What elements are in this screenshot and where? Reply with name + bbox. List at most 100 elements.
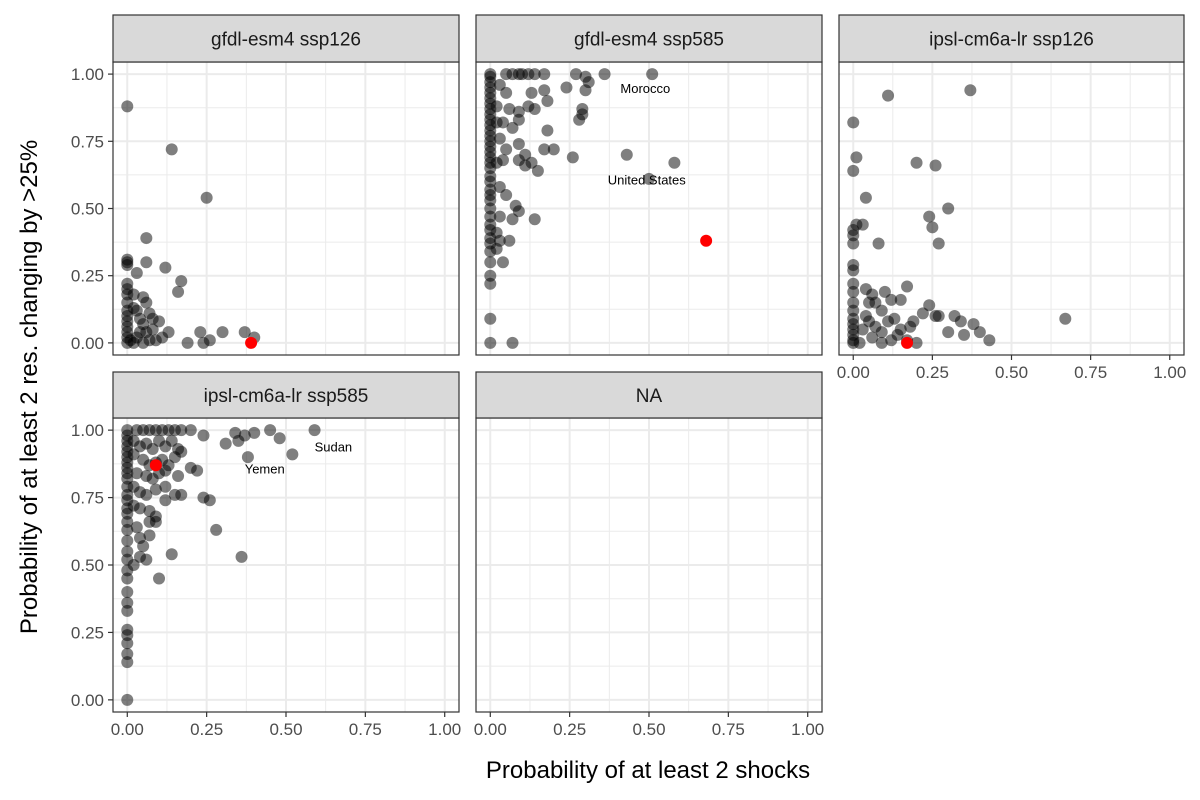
x-tick-label: 0.50 [995, 363, 1028, 382]
highlight-point [245, 336, 258, 349]
panel-1-strip-label: gfdl-esm4 ssp126 [211, 30, 361, 51]
point-label-united-states: United States [608, 172, 687, 187]
data-point [958, 328, 971, 341]
data-point [875, 336, 888, 349]
data-point [194, 326, 207, 339]
data-point [153, 572, 166, 585]
data-point [159, 261, 172, 274]
data-point [216, 326, 229, 339]
data-point [500, 143, 513, 156]
data-point [942, 326, 955, 339]
data-point [528, 213, 541, 226]
data-point [121, 534, 134, 547]
data-point [121, 572, 134, 585]
data-point [878, 285, 891, 298]
data-point [901, 280, 914, 293]
x-tick-label: 0.75 [712, 720, 745, 739]
data-point [541, 124, 554, 137]
data-point [942, 202, 955, 215]
data-point [907, 315, 920, 328]
data-point [579, 84, 592, 97]
panel-4-strip [112, 371, 460, 419]
data-point [560, 81, 573, 94]
data-point [127, 288, 140, 301]
panel-2-strip [475, 14, 823, 63]
data-point [569, 68, 582, 81]
data-point [512, 137, 525, 150]
data-point [500, 86, 513, 99]
x-tick-label: 1.00 [1153, 363, 1186, 382]
x-tick-label: 0.25 [190, 720, 223, 739]
panel-5-strip [475, 371, 823, 419]
data-point [973, 326, 986, 339]
data-point [506, 121, 519, 134]
data-point [140, 488, 153, 501]
x-tick-label: 0.00 [474, 720, 507, 739]
data-point [235, 550, 248, 563]
data-point [203, 334, 216, 347]
data-point [172, 285, 185, 298]
data-point [547, 143, 560, 156]
y-tick-label: 0.25 [71, 267, 104, 286]
data-point [140, 296, 153, 309]
y-tick-label: 0.00 [71, 691, 104, 710]
data-point [140, 256, 153, 269]
y-axis-title: Probability of at least 2 res. changing … [16, 140, 43, 634]
data-point [538, 68, 551, 81]
data-point [264, 424, 277, 437]
data-point [875, 304, 888, 317]
data-point [165, 143, 178, 156]
y-tick-label: 1.00 [71, 421, 104, 440]
data-point [910, 156, 923, 169]
data-point [888, 312, 901, 325]
x-tick-label: 1.00 [428, 720, 461, 739]
data-point [503, 103, 516, 116]
data-point [525, 86, 538, 99]
data-point [875, 326, 888, 339]
x-tick-label: 0.75 [349, 720, 382, 739]
data-point [493, 210, 506, 223]
panel-5-strip-label: NA [636, 386, 663, 407]
data-point [525, 156, 538, 169]
data-point [869, 296, 882, 309]
data-point [496, 116, 509, 129]
y-tick-label: 0.25 [71, 623, 104, 642]
data-point [531, 164, 544, 177]
data-point [172, 469, 185, 482]
data-point [181, 336, 194, 349]
data-point [191, 464, 204, 477]
data-point [538, 143, 551, 156]
data-point [885, 293, 898, 306]
data-point [133, 502, 146, 515]
data-point [866, 331, 879, 344]
data-point [175, 488, 188, 501]
x-axis-title: Probability of at least 2 shocks [486, 757, 810, 784]
data-point [847, 237, 860, 250]
data-point [923, 210, 936, 223]
highlight-point [700, 234, 713, 247]
data-point [484, 256, 497, 269]
data-point [121, 656, 134, 669]
data-point [153, 315, 166, 328]
data-point [512, 205, 525, 218]
data-point [856, 323, 869, 336]
data-point [503, 234, 516, 247]
data-point [197, 429, 210, 442]
x-tick-label: 0.25 [916, 363, 949, 382]
data-point [149, 515, 162, 528]
data-point [130, 521, 143, 534]
data-point [159, 480, 172, 493]
data-point [847, 264, 860, 277]
data-point [248, 426, 261, 439]
x-tick-label: 0.50 [632, 720, 665, 739]
data-point [175, 424, 188, 437]
data-point [490, 242, 503, 255]
data-point [219, 437, 232, 450]
data-point [964, 84, 977, 97]
data-point [200, 191, 213, 204]
x-tick-label: 0.00 [111, 720, 144, 739]
data-point [983, 334, 996, 347]
data-point [137, 540, 150, 553]
data-point [121, 258, 134, 271]
data-point [538, 84, 551, 97]
